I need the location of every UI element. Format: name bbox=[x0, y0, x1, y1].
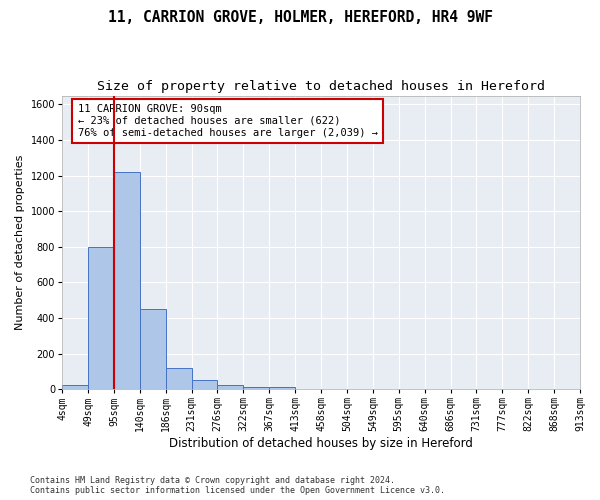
Bar bbox=[88, 247, 114, 389]
Bar bbox=[217, 385, 244, 389]
Text: 11 CARRION GROVE: 90sqm
← 23% of detached houses are smaller (622)
76% of semi-d: 11 CARRION GROVE: 90sqm ← 23% of detache… bbox=[77, 104, 377, 138]
Bar bbox=[140, 309, 166, 389]
Bar bbox=[191, 380, 217, 389]
Y-axis label: Number of detached properties: Number of detached properties bbox=[15, 154, 25, 330]
Bar bbox=[166, 368, 191, 389]
X-axis label: Distribution of detached houses by size in Hereford: Distribution of detached houses by size … bbox=[169, 437, 473, 450]
Text: Contains HM Land Registry data © Crown copyright and database right 2024.
Contai: Contains HM Land Registry data © Crown c… bbox=[30, 476, 445, 495]
Title: Size of property relative to detached houses in Hereford: Size of property relative to detached ho… bbox=[97, 80, 545, 93]
Bar bbox=[114, 172, 140, 389]
Text: 11, CARRION GROVE, HOLMER, HEREFORD, HR4 9WF: 11, CARRION GROVE, HOLMER, HEREFORD, HR4… bbox=[107, 10, 493, 25]
Bar bbox=[62, 385, 88, 389]
Bar bbox=[269, 388, 295, 389]
Bar bbox=[244, 386, 269, 389]
